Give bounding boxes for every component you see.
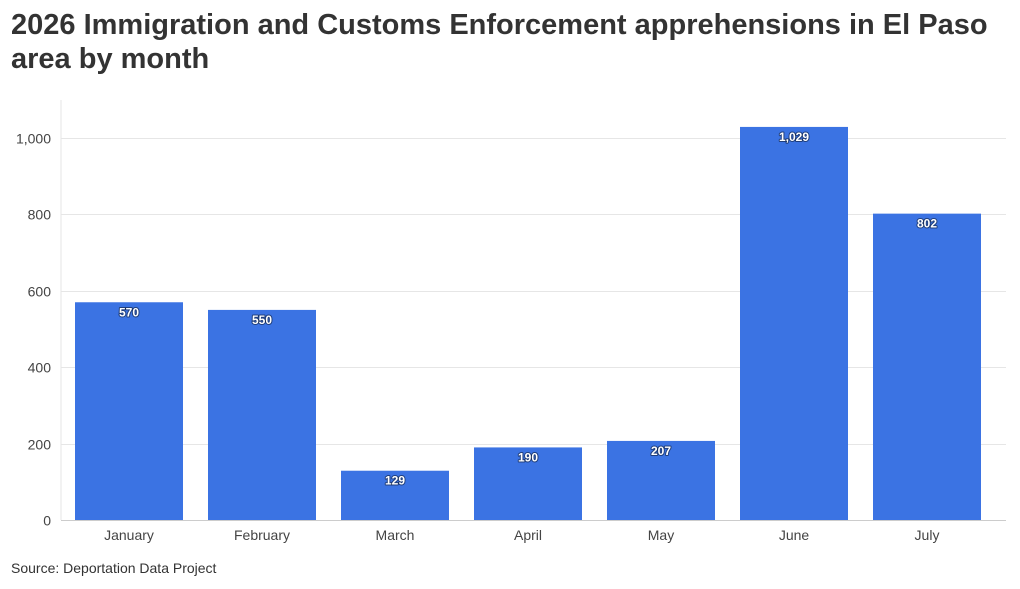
y-tick-label: 800 (28, 207, 52, 223)
y-tick-label: 1,000 (16, 131, 51, 147)
y-tick-label: 600 (28, 284, 52, 300)
bar-january (75, 302, 183, 520)
data-label: 802 (917, 217, 937, 231)
data-label: 190 (518, 450, 538, 464)
y-tick-label: 400 (28, 360, 52, 376)
data-label: 1,029 (779, 130, 809, 144)
x-tick-label: June (779, 527, 810, 543)
data-label: 129 (385, 474, 405, 488)
bar-may (607, 440, 715, 520)
bar-february (208, 309, 316, 520)
chart-title: 2026 Immigration and Customs Enforcement… (11, 9, 988, 75)
source-note: Source: Deportation Data Project (11, 560, 217, 576)
bars: 570 550 129 190 207 1,029 802 (75, 126, 981, 521)
y-axis: 0 200 400 600 800 1,000 (16, 131, 51, 529)
x-axis: January February March April May June July (61, 520, 1006, 543)
y-tick-label: 200 (28, 437, 52, 453)
x-tick-label: May (648, 527, 674, 543)
data-label: 570 (119, 305, 139, 319)
bar-march (341, 470, 449, 520)
data-label: 550 (252, 313, 272, 327)
x-tick-label: April (514, 527, 542, 543)
bar-june (740, 126, 848, 520)
bar-july (873, 213, 981, 521)
data-label: 207 (651, 444, 671, 458)
x-tick-label: July (915, 527, 940, 543)
x-tick-label: March (376, 527, 415, 543)
bar-april (474, 447, 582, 520)
x-tick-label: January (104, 527, 154, 543)
y-tick-label: 0 (43, 513, 51, 529)
grid-lines (60, 100, 1006, 520)
x-tick-label: February (234, 527, 290, 543)
